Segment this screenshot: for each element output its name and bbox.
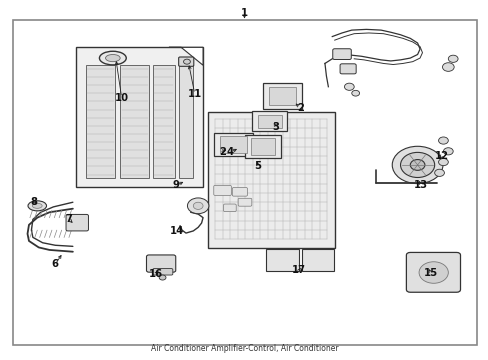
- Text: 7: 7: [65, 215, 72, 224]
- Text: 10: 10: [114, 93, 128, 103]
- Circle shape: [159, 275, 165, 280]
- FancyBboxPatch shape: [66, 215, 88, 231]
- Circle shape: [391, 146, 442, 184]
- FancyBboxPatch shape: [153, 65, 174, 178]
- Ellipse shape: [105, 54, 120, 62]
- Circle shape: [409, 159, 424, 170]
- Circle shape: [442, 63, 453, 71]
- Text: 16: 16: [148, 269, 163, 279]
- Text: 13: 13: [413, 180, 427, 190]
- Circle shape: [447, 55, 457, 62]
- Text: 17: 17: [291, 265, 305, 275]
- Circle shape: [418, 262, 447, 283]
- Text: 2: 2: [219, 147, 225, 157]
- FancyBboxPatch shape: [223, 204, 236, 212]
- FancyBboxPatch shape: [146, 255, 175, 272]
- Circle shape: [434, 169, 444, 176]
- Circle shape: [443, 148, 452, 155]
- Ellipse shape: [32, 203, 42, 208]
- Text: 3: 3: [272, 122, 279, 132]
- FancyBboxPatch shape: [178, 57, 193, 66]
- Text: 4: 4: [226, 147, 233, 157]
- FancyBboxPatch shape: [213, 185, 231, 195]
- FancyBboxPatch shape: [266, 249, 298, 271]
- Polygon shape: [76, 47, 203, 187]
- FancyBboxPatch shape: [207, 112, 334, 248]
- Text: 2: 2: [297, 103, 304, 113]
- FancyBboxPatch shape: [13, 21, 476, 345]
- Text: 12: 12: [434, 150, 448, 161]
- Circle shape: [187, 198, 208, 214]
- FancyBboxPatch shape: [178, 65, 193, 178]
- FancyBboxPatch shape: [232, 188, 247, 196]
- Text: 1: 1: [241, 8, 247, 18]
- FancyBboxPatch shape: [339, 64, 355, 74]
- FancyBboxPatch shape: [220, 136, 246, 153]
- FancyBboxPatch shape: [245, 135, 280, 158]
- Text: 11: 11: [187, 89, 202, 99]
- FancyBboxPatch shape: [153, 269, 172, 275]
- Circle shape: [438, 137, 447, 144]
- FancyBboxPatch shape: [406, 252, 460, 292]
- Circle shape: [183, 59, 190, 64]
- Text: 6: 6: [52, 259, 59, 269]
- FancyBboxPatch shape: [238, 198, 251, 206]
- Text: 5: 5: [254, 161, 261, 171]
- Polygon shape: [168, 47, 203, 65]
- Ellipse shape: [28, 201, 46, 211]
- FancyBboxPatch shape: [263, 83, 301, 109]
- Circle shape: [351, 90, 359, 96]
- FancyBboxPatch shape: [268, 87, 295, 105]
- FancyBboxPatch shape: [251, 138, 274, 155]
- FancyBboxPatch shape: [258, 115, 281, 128]
- FancyBboxPatch shape: [120, 65, 149, 178]
- FancyBboxPatch shape: [252, 111, 287, 131]
- Text: 8: 8: [30, 197, 37, 207]
- Circle shape: [400, 152, 434, 177]
- Text: 9: 9: [172, 180, 179, 190]
- Text: 15: 15: [423, 268, 437, 278]
- FancyBboxPatch shape: [214, 133, 252, 156]
- Circle shape: [344, 83, 353, 90]
- FancyBboxPatch shape: [301, 249, 333, 271]
- Circle shape: [193, 202, 203, 210]
- Text: 14: 14: [170, 226, 184, 236]
- Text: Air Conditioner Amplifier-Control, Air Conditioner: Air Conditioner Amplifier-Control, Air C…: [150, 344, 338, 353]
- Circle shape: [438, 158, 447, 166]
- FancyBboxPatch shape: [86, 65, 115, 178]
- FancyBboxPatch shape: [332, 49, 350, 59]
- Ellipse shape: [99, 51, 126, 65]
